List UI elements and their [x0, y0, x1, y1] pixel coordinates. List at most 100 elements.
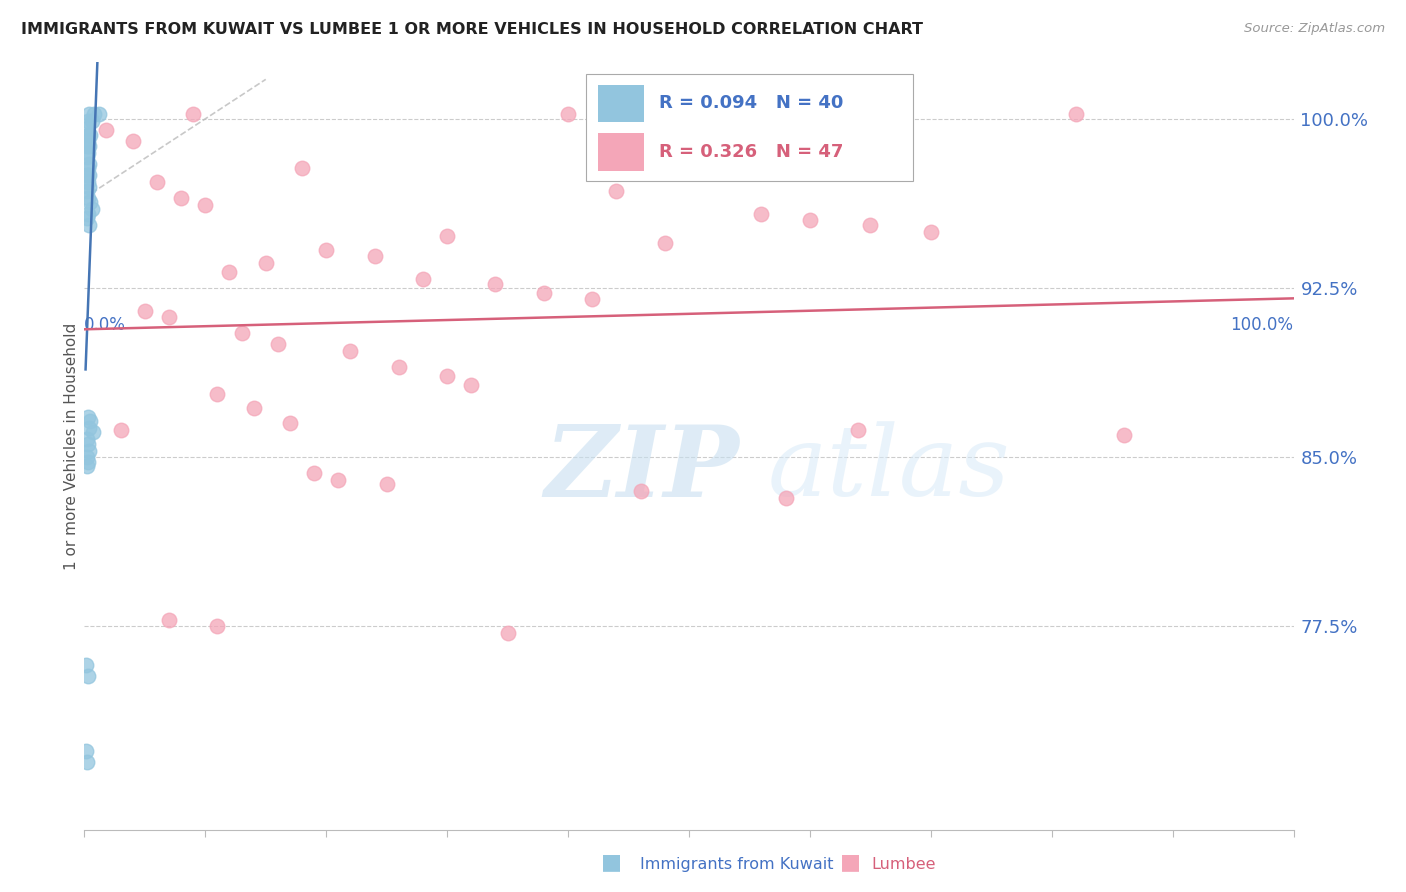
Text: R = 0.326   N = 47: R = 0.326 N = 47	[659, 144, 844, 161]
Point	[77, 218, 100, 232]
Point	[207, 619, 229, 633]
Point	[76, 450, 98, 465]
Point	[77, 443, 100, 458]
Text: ZIP: ZIP	[544, 421, 738, 517]
Point	[278, 417, 301, 431]
Point	[82, 425, 104, 440]
Point	[83, 107, 105, 121]
Point	[460, 378, 482, 392]
Point	[77, 145, 100, 160]
Point	[77, 161, 100, 176]
Point	[339, 344, 361, 359]
Point	[76, 168, 98, 182]
Point	[94, 123, 117, 137]
Point	[75, 743, 97, 757]
Text: ■: ■	[602, 853, 621, 872]
Point	[77, 455, 100, 469]
Text: Source: ZipAtlas.com: Source: ZipAtlas.com	[1244, 22, 1385, 36]
Point	[80, 114, 103, 128]
Text: IMMIGRANTS FROM KUWAIT VS LUMBEE 1 OR MORE VEHICLES IN HOUSEHOLD CORRELATION CHA: IMMIGRANTS FROM KUWAIT VS LUMBEE 1 OR MO…	[21, 22, 924, 37]
Point	[242, 401, 264, 415]
Point	[859, 218, 882, 232]
Point	[77, 421, 100, 435]
Point	[231, 326, 253, 341]
Point	[581, 293, 603, 307]
Point	[77, 175, 100, 189]
Point	[388, 359, 411, 374]
Point	[76, 459, 98, 474]
Point	[328, 473, 350, 487]
Point	[77, 157, 100, 171]
Point	[799, 213, 821, 227]
Point	[436, 369, 458, 384]
Point	[146, 175, 169, 189]
Point	[412, 272, 434, 286]
Bar	[599, 85, 644, 122]
Point	[291, 161, 314, 176]
Point	[181, 107, 204, 121]
Point	[1114, 427, 1136, 442]
Point	[218, 265, 240, 279]
Point	[157, 310, 180, 325]
Point	[315, 243, 337, 257]
Point	[436, 229, 458, 244]
Point	[79, 195, 101, 210]
Point	[76, 120, 98, 135]
Text: atlas: atlas	[768, 421, 1011, 516]
Bar	[586, 74, 912, 181]
Point	[110, 423, 132, 437]
Text: R = 0.094   N = 40: R = 0.094 N = 40	[659, 94, 844, 112]
Point	[77, 168, 100, 182]
Point	[654, 235, 676, 250]
Point	[496, 626, 519, 640]
Point	[194, 197, 217, 211]
Point	[77, 139, 100, 153]
Point	[363, 250, 385, 264]
Point	[605, 184, 627, 198]
Point	[79, 128, 101, 142]
Point	[630, 484, 652, 499]
Point	[76, 211, 98, 226]
Point	[920, 225, 942, 239]
Point	[76, 150, 98, 164]
Point	[375, 477, 398, 491]
Point	[170, 191, 193, 205]
Text: Lumbee: Lumbee	[872, 857, 936, 872]
Point	[533, 285, 555, 300]
Point	[77, 669, 100, 683]
Point	[267, 337, 290, 351]
Point	[846, 423, 869, 437]
Y-axis label: 1 or more Vehicles in Household: 1 or more Vehicles in Household	[63, 322, 79, 570]
Point	[77, 114, 100, 128]
Point	[79, 414, 101, 428]
Point	[134, 303, 156, 318]
Point	[80, 202, 103, 216]
Point	[751, 206, 773, 220]
Point	[77, 409, 100, 424]
Point	[77, 135, 100, 149]
Point	[76, 755, 98, 769]
Point	[87, 107, 110, 121]
Text: ■: ■	[841, 853, 860, 872]
Point	[557, 107, 579, 121]
Text: Immigrants from Kuwait: Immigrants from Kuwait	[640, 857, 834, 872]
Bar	[599, 133, 644, 170]
Point	[302, 466, 325, 480]
Point	[76, 432, 98, 446]
Point	[75, 657, 97, 672]
Point	[775, 491, 797, 505]
Point	[77, 179, 100, 194]
Text: 100.0%: 100.0%	[1230, 316, 1294, 334]
Point	[77, 436, 100, 450]
Point	[157, 613, 180, 627]
Point	[77, 128, 100, 142]
Point	[121, 135, 143, 149]
Point	[77, 206, 100, 220]
Point	[77, 191, 100, 205]
Point	[484, 277, 506, 291]
Text: 0.0%: 0.0%	[84, 316, 127, 334]
Point	[254, 256, 277, 270]
Point	[77, 107, 100, 121]
Point	[207, 387, 229, 401]
Point	[1064, 107, 1087, 121]
